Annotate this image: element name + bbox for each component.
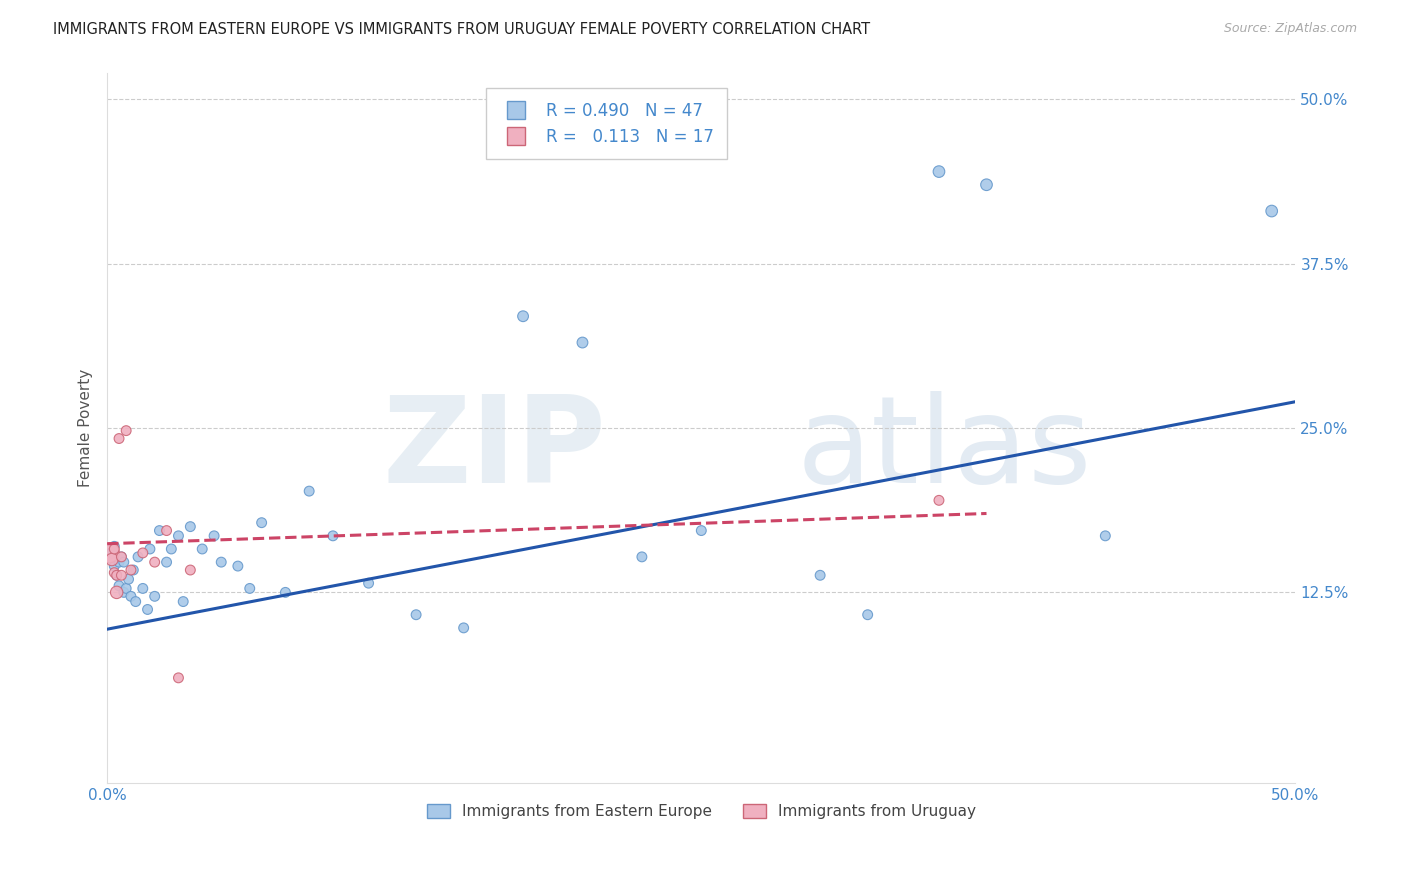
Point [202,529,225,543]
Text: Source: ZipAtlas.com: Source: ZipAtlas.com [1223,22,1357,36]
Point [631,549,654,564]
Point [105,568,128,582]
Point [139,541,162,556]
Point [239,582,262,596]
Point [155,555,177,569]
Point [120,590,142,604]
Point [179,563,201,577]
Point [108,432,131,446]
Text: ZIP: ZIP [382,391,606,508]
Point [132,546,155,560]
Point [512,310,534,324]
Point [124,594,146,608]
Point [357,576,380,591]
Text: IMMIGRANTS FROM EASTERN EUROPE VS IMMIGRANTS FROM URUGUAY FEMALE POVERTY CORRELA: IMMIGRANTS FROM EASTERN EUROPE VS IMMIGR… [53,22,870,37]
Point [928,493,950,508]
Point [690,524,713,538]
Point [127,549,149,564]
Point [226,559,249,574]
Point [103,540,125,554]
Point [808,568,831,582]
Legend: Immigrants from Eastern Europe, Immigrants from Uruguay: Immigrants from Eastern Europe, Immigran… [420,797,981,825]
Point [103,541,125,556]
Point [103,566,125,580]
Point [405,607,427,622]
Point [179,519,201,533]
Point [928,164,950,178]
Point [571,335,593,350]
Point [132,582,155,596]
Point [98,546,121,560]
Point [155,524,177,538]
Point [250,516,273,530]
Point [110,568,132,582]
Point [101,552,124,566]
Point [191,541,214,556]
Point [148,524,170,538]
Point [110,549,132,564]
Point [105,585,128,599]
Point [120,563,142,577]
Point [453,621,475,635]
Point [209,555,232,569]
Point [976,178,998,192]
Point [112,585,135,599]
Point [143,555,166,569]
Point [167,529,190,543]
Point [143,590,166,604]
Point [298,484,321,499]
Point [856,607,879,622]
Point [167,671,190,685]
Point [101,546,124,560]
Text: atlas: atlas [796,391,1092,508]
Point [110,549,132,564]
Point [115,582,138,596]
Point [115,424,138,438]
Y-axis label: Female Poverty: Female Poverty [79,369,93,487]
Point [112,555,135,569]
Point [108,555,131,569]
Point [160,541,183,556]
Point [108,579,131,593]
Point [122,563,145,577]
Point [274,585,297,599]
Point [117,572,139,586]
Point [322,529,344,543]
Point [1260,204,1282,219]
Point [172,594,194,608]
Point [105,568,128,582]
Point [136,602,159,616]
Point [1094,529,1116,543]
Point [103,559,125,574]
